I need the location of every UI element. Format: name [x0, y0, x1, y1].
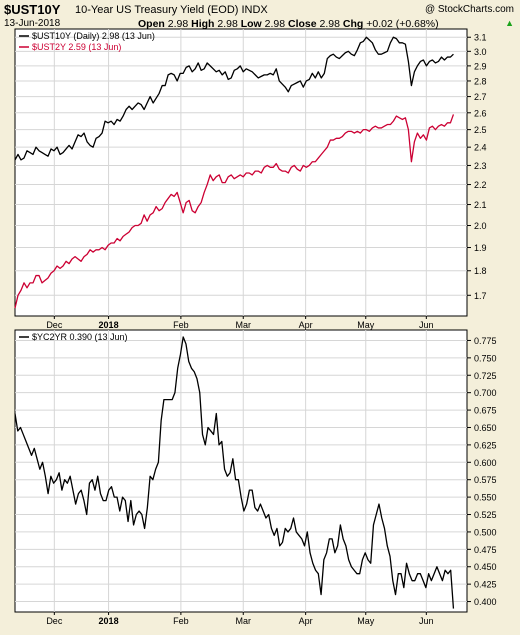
x-tick-label: 2018 — [99, 616, 119, 626]
top-panel: 1.7 1.8 1.9 2.0 2.1 2.2 2.3 2.4 2.5 2.6 2.7 2.8 2.9 3… — [14, 28, 487, 330]
y-tick-label: 2.3 — [474, 161, 487, 171]
y-tick-label: 0.475 — [474, 545, 497, 555]
y-tick-label: 0.575 — [474, 475, 497, 485]
low-value: 2.98 — [264, 18, 286, 30]
legend-label: $UST10Y (Daily) 2.98 (13 Jun) — [32, 31, 155, 41]
y-tick-label: 3.1 — [474, 33, 487, 43]
y-tick-label: 1.8 — [474, 266, 487, 276]
y-tick-label: 2.6 — [474, 108, 487, 118]
x-tick-label: May — [357, 616, 375, 626]
y-tick-label: 2.8 — [474, 76, 487, 86]
y-tick-label: 1.9 — [474, 243, 487, 253]
x-tick-label: Dec — [46, 320, 63, 330]
y-tick-label: 0.550 — [474, 493, 497, 503]
open-label: Open — [138, 18, 165, 30]
x-tick-label: Feb — [173, 616, 189, 626]
y-tick-label: 0.525 — [474, 510, 497, 520]
y-tick-label: 2.4 — [474, 143, 487, 153]
high-label: High — [191, 18, 215, 30]
series-line-yc2yr — [14, 336, 455, 609]
high-value: 2.98 — [217, 18, 238, 30]
close-label: Close — [288, 18, 317, 30]
close-value: 2.98 — [319, 18, 340, 30]
x-tick-label: Jun — [419, 320, 434, 330]
y-tick-label: 1.7 — [474, 291, 487, 301]
y-tick-label: 0.650 — [474, 423, 497, 433]
y-tick-label: 2.7 — [474, 92, 487, 102]
x-tick-label: Mar — [236, 616, 252, 626]
y-tick-label: 0.450 — [474, 562, 497, 572]
legend-label: $UST2Y 2.59 (13 Jun) — [32, 42, 121, 52]
x-tick-label: Dec — [46, 616, 63, 626]
x-tick-label: Feb — [173, 320, 189, 330]
y-tick-label: 0.725 — [474, 371, 497, 381]
plot-area — [14, 329, 468, 613]
x-tick-label: Mar — [236, 320, 252, 330]
y-tick-label: 0.775 — [474, 336, 497, 346]
y-tick-label: 0.750 — [474, 353, 497, 363]
chg-label: Chg — [342, 18, 364, 30]
x-tick-label: May — [357, 320, 375, 330]
y-tick-label: 3.0 — [474, 47, 487, 57]
y-tick-label: 2.5 — [474, 125, 487, 135]
open-value: 2.98 — [167, 18, 189, 30]
y-tick-label: 2.2 — [474, 180, 487, 190]
y-tick-label: 2.9 — [474, 61, 487, 71]
up-arrow-icon: ▲ — [505, 18, 514, 28]
x-tick-label: Apr — [299, 616, 313, 626]
plot-area — [14, 28, 468, 317]
x-tick-label: 2018 — [99, 320, 119, 330]
y-tick-label: 0.400 — [474, 597, 497, 607]
x-tick-label: Apr — [299, 320, 313, 330]
chg-value: +0.02 (+0.68%) — [366, 18, 439, 30]
y-tick-label: 0.675 — [474, 406, 497, 416]
date-label: 13-Jun-2018 — [4, 18, 61, 29]
legend-label: $YC2YR 0.390 (13 Jun) — [32, 332, 128, 342]
series-line-ust2y — [14, 114, 455, 309]
low-label: Low — [240, 18, 262, 30]
symbol-title: 10-Year US Treasury Yield (EOD) INDX — [75, 4, 268, 16]
symbol-label: $UST10Y — [4, 2, 61, 17]
y-tick-label: 0.625 — [474, 440, 497, 450]
quote-line: Open 2.98 High 2.98 Low 2.98 Close 2.98 … — [138, 18, 439, 30]
y-tick-label: 2.1 — [474, 200, 487, 210]
y-tick-label: 0.425 — [474, 580, 497, 590]
series-line-ust10y — [14, 36, 454, 161]
bottom-panel: 0.400 0.425 0.450 0.475 0.500 0.525 0.550 0.575… — [14, 329, 497, 626]
y-tick-label: 0.700 — [474, 388, 497, 398]
x-tick-label: Jun — [419, 616, 434, 626]
y-tick-label: 0.600 — [474, 458, 497, 468]
y-tick-label: 0.500 — [474, 527, 497, 537]
stockcharts-watermark: @ StockCharts.com — [424, 4, 514, 15]
y-tick-label: 2.0 — [474, 221, 487, 231]
